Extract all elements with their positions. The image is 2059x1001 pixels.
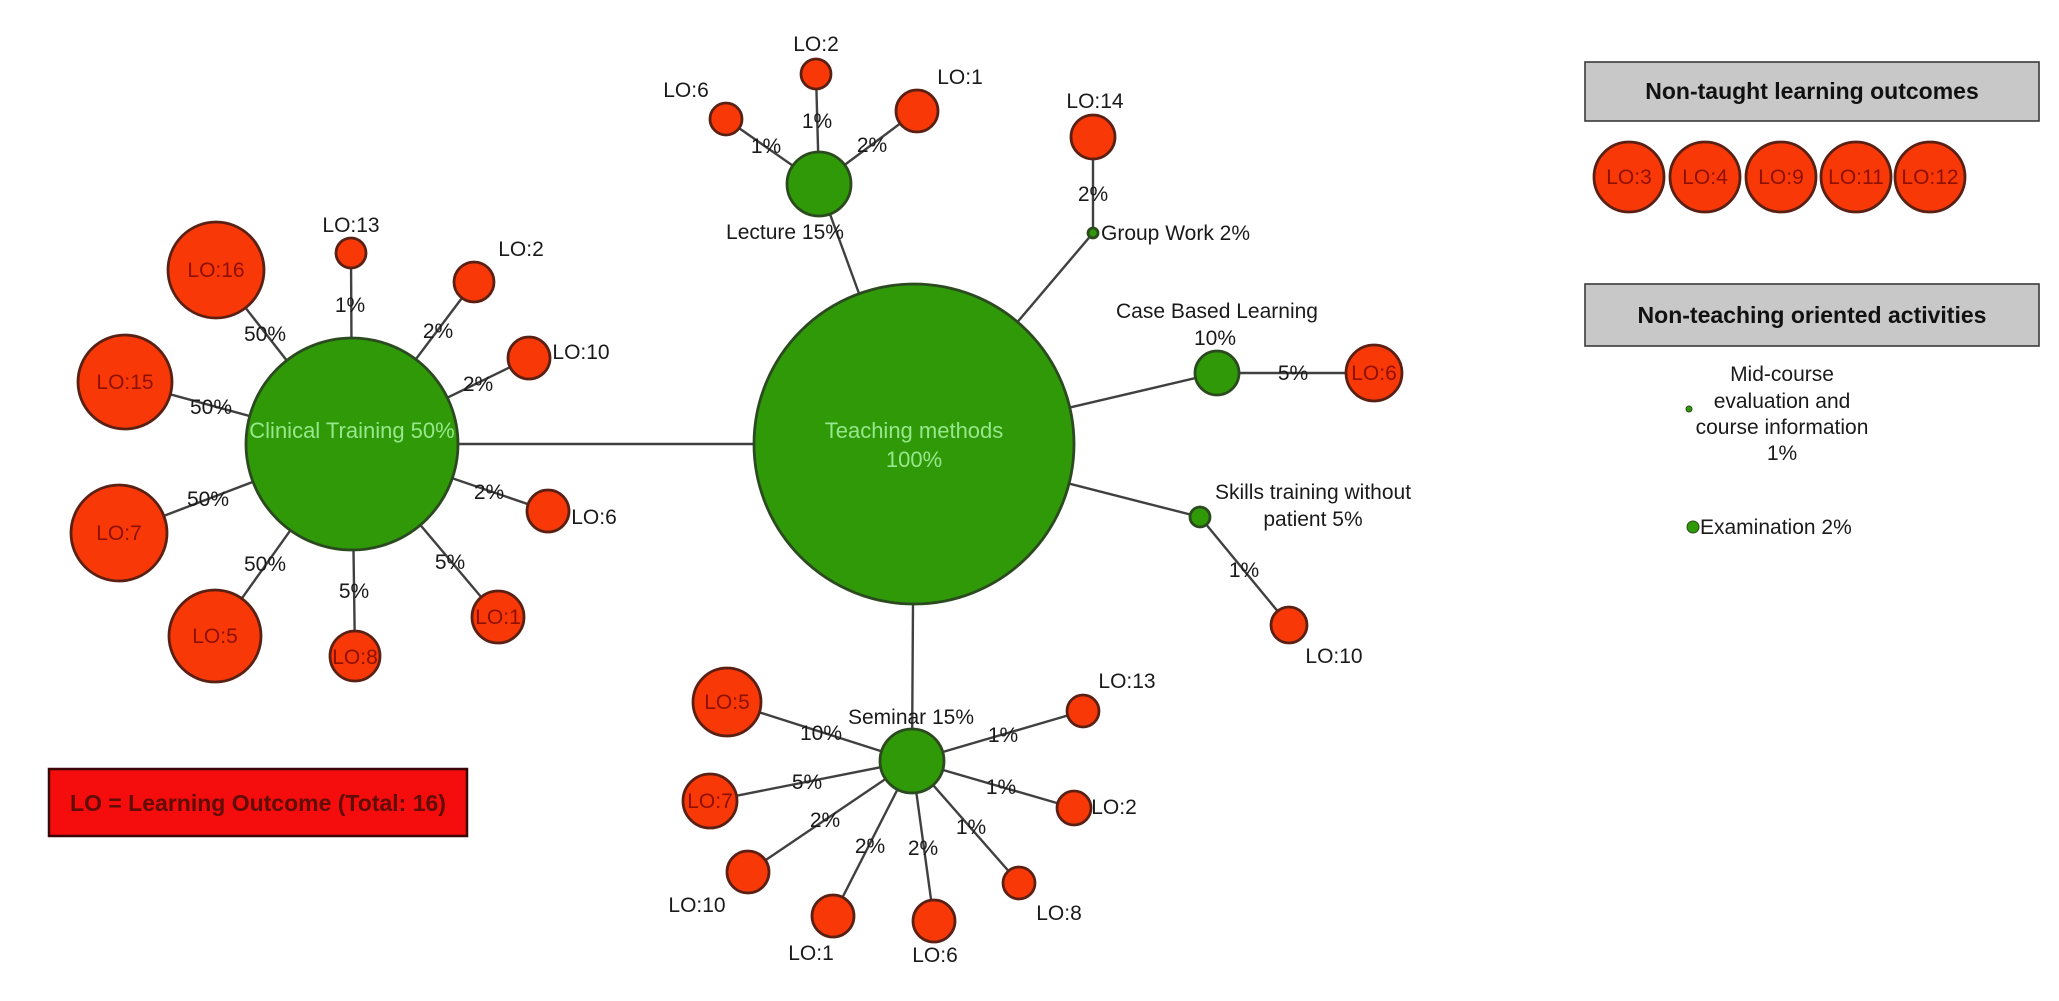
- svg-text:2%: 2%: [463, 373, 493, 396]
- svg-text:LO:6: LO:6: [912, 944, 958, 967]
- svg-text:LO:2: LO:2: [793, 33, 839, 56]
- svg-text:LO:9: LO:9: [1758, 166, 1804, 189]
- svg-text:LO:7: LO:7: [687, 790, 733, 813]
- svg-text:Case Based Learning: Case Based Learning: [1116, 300, 1318, 323]
- svg-text:10%: 10%: [800, 722, 842, 745]
- svg-text:LO:13: LO:13: [1098, 670, 1155, 693]
- svg-text:LO:1: LO:1: [788, 942, 834, 965]
- svg-text:1%: 1%: [986, 776, 1016, 799]
- svg-text:Seminar 15%: Seminar 15%: [848, 706, 974, 729]
- svg-text:LO:1: LO:1: [475, 606, 521, 629]
- svg-text:2%: 2%: [857, 134, 887, 157]
- svg-text:Teaching methods: Teaching methods: [825, 418, 1004, 443]
- svg-text:LO:14: LO:14: [1066, 90, 1124, 113]
- svg-text:1%: 1%: [1767, 442, 1797, 465]
- svg-text:50%: 50%: [244, 553, 286, 576]
- svg-text:2%: 2%: [423, 320, 453, 343]
- svg-text:2%: 2%: [908, 837, 938, 860]
- svg-text:LO:8: LO:8: [1036, 902, 1082, 925]
- svg-text:Mid-course: Mid-course: [1730, 363, 1834, 386]
- svg-text:1%: 1%: [988, 724, 1018, 747]
- svg-text:LO:6: LO:6: [663, 79, 709, 102]
- svg-text:LO:10: LO:10: [668, 894, 725, 917]
- svg-text:Clinical Training 50%: Clinical Training 50%: [249, 418, 454, 443]
- svg-text:LO:2: LO:2: [498, 238, 544, 261]
- svg-text:2%: 2%: [1078, 183, 1108, 206]
- svg-text:LO:8: LO:8: [332, 646, 378, 669]
- svg-text:Non-teaching oriented activiti: Non-teaching oriented activities: [1638, 302, 1987, 328]
- svg-text:1%: 1%: [956, 816, 986, 839]
- svg-text:evaluation and: evaluation and: [1714, 390, 1851, 413]
- svg-text:LO:13: LO:13: [322, 214, 379, 237]
- svg-text:LO:11: LO:11: [1828, 166, 1884, 189]
- svg-text:5%: 5%: [1278, 362, 1308, 385]
- svg-text:Lecture 15%: Lecture 15%: [726, 221, 844, 244]
- svg-text:10%: 10%: [1194, 327, 1236, 350]
- svg-text:LO:4: LO:4: [1682, 166, 1728, 189]
- svg-text:Non-taught learning outcomes: Non-taught learning outcomes: [1645, 78, 1979, 104]
- svg-text:5%: 5%: [435, 551, 465, 574]
- svg-text:5%: 5%: [792, 771, 822, 794]
- svg-text:Examination 2%: Examination 2%: [1700, 516, 1852, 539]
- svg-text:LO = Learning Outcome (Total:: LO = Learning Outcome (Total: 16): [70, 790, 446, 816]
- svg-text:LO:10: LO:10: [552, 341, 609, 364]
- svg-text:LO:3: LO:3: [1606, 166, 1652, 189]
- svg-text:100%: 100%: [886, 447, 942, 472]
- svg-text:1%: 1%: [751, 135, 781, 158]
- svg-text:1%: 1%: [1229, 559, 1259, 582]
- svg-text:LO:6: LO:6: [1351, 362, 1397, 385]
- svg-text:LO:16: LO:16: [187, 259, 244, 282]
- svg-text:LO:5: LO:5: [192, 625, 238, 648]
- svg-text:LO:1: LO:1: [937, 66, 983, 89]
- svg-text:course information: course information: [1696, 416, 1869, 439]
- svg-text:LO:2: LO:2: [1091, 796, 1137, 819]
- svg-text:5%: 5%: [339, 580, 369, 603]
- svg-text:2%: 2%: [855, 835, 885, 858]
- svg-text:2%: 2%: [810, 809, 840, 832]
- svg-text:LO:5: LO:5: [704, 691, 750, 714]
- svg-text:LO:15: LO:15: [96, 371, 153, 394]
- svg-text:LO:12: LO:12: [1901, 166, 1958, 189]
- svg-text:1%: 1%: [802, 110, 832, 133]
- svg-text:50%: 50%: [187, 488, 229, 511]
- svg-text:50%: 50%: [190, 396, 232, 419]
- svg-text:LO:10: LO:10: [1305, 645, 1362, 668]
- svg-text:LO:7: LO:7: [96, 522, 142, 545]
- svg-text:LO:6: LO:6: [571, 506, 617, 529]
- svg-text:Skills training without: Skills training without: [1215, 481, 1411, 504]
- svg-text:2%: 2%: [474, 481, 504, 504]
- svg-text:patient 5%: patient 5%: [1263, 508, 1362, 531]
- svg-text:50%: 50%: [244, 323, 286, 346]
- svg-text:Group Work 2%: Group Work 2%: [1101, 222, 1250, 245]
- svg-text:1%: 1%: [335, 294, 365, 317]
